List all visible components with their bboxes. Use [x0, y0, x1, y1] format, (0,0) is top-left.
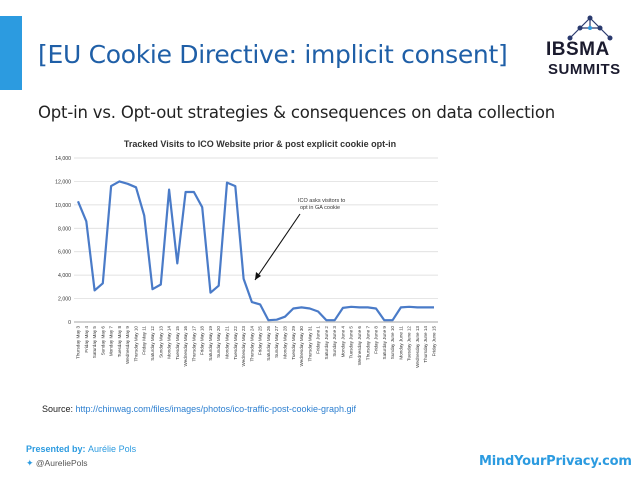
x-tick-label: Friday May 11 — [142, 326, 147, 355]
x-tick-label: Sunday May 6 — [100, 326, 105, 356]
presenter-name: Aurélie Pols — [88, 444, 137, 454]
x-tick-label: Thursday May 3 — [76, 326, 81, 359]
x-tick-label: Monday May 14 — [167, 326, 172, 359]
x-tick-label: Wednesday May 9 — [125, 326, 130, 364]
slide-title: [EU Cookie Directive: implicit consent] — [38, 40, 508, 69]
annotation-arrow — [254, 213, 301, 281]
x-tick-label: Saturday May 19 — [208, 326, 213, 361]
twitter-bird-icon: ✦ — [26, 458, 34, 468]
grid-lines — [74, 157, 438, 323]
x-tick-label: Monday May 28 — [282, 326, 287, 359]
x-tick-label: Friday June 1 — [316, 326, 321, 354]
x-tick-label: Monday June 4 — [340, 326, 345, 358]
x-tick-label: Saturday June 9 — [382, 326, 387, 360]
x-tick-label: Thursday May 24 — [249, 326, 254, 362]
x-tick-label: Wednesday May 16 — [183, 326, 188, 367]
chart-annotation: ICO asks visitors to opt in GA cookie — [254, 198, 345, 281]
annotation-text: ICO asks visitors to opt in GA cookie — [298, 198, 345, 211]
x-tick-label: Sunday May 20 — [216, 326, 221, 358]
x-tick-label: Tuesday May 15 — [175, 326, 180, 360]
x-tick-label: Saturday May 26 — [266, 326, 271, 361]
x-tick-label: Thursday May 31 — [307, 326, 312, 362]
x-tick-label: Tuesday May 22 — [233, 326, 238, 360]
x-tick-label: Tuesday May 29 — [291, 326, 296, 360]
molecule-logo-icon — [567, 15, 613, 41]
chart-title: Tracked Visits to ICO Website prior & po… — [124, 139, 396, 149]
presented-label: Presented by: — [26, 444, 86, 454]
logo-text-ibsma: IBSMA — [546, 39, 610, 60]
x-tick-label: Friday May 25 — [258, 326, 263, 356]
x-axis-ticks: Thursday May 3 Friday May 4 Saturday May 5… — [76, 326, 437, 368]
twitter-handle-row: ✦ @AureliePols — [26, 458, 88, 469]
y-tick-label: 12,000 — [55, 179, 71, 185]
logo-text-summits: SUMMITS — [548, 61, 621, 78]
y-tick-label: 6,000 — [58, 250, 71, 256]
x-tick-label: Wednesday June 13 — [415, 326, 420, 368]
x-tick-label: Wednesday May 30 — [299, 326, 304, 367]
site-name[interactable]: MindYourPrivacy.com — [479, 454, 632, 469]
accent-bar — [0, 16, 22, 90]
series-line-path — [76, 180, 434, 322]
x-tick-label: Tuesday May 8 — [117, 326, 122, 358]
x-tick-label: Friday May 18 — [200, 326, 205, 356]
x-tick-label: Sunday June 10 — [390, 326, 395, 360]
twitter-handle[interactable]: @AureliePols — [35, 458, 88, 468]
x-tick-label: Friday June 15 — [432, 326, 437, 357]
x-tick-label: Tuesday June 12 — [407, 326, 412, 362]
x-tick-label: Saturday June 2 — [324, 326, 329, 360]
y-tick-label: 8,000 — [58, 226, 71, 232]
line-chart: Tracked Visits to ICO Website prior & po… — [55, 139, 438, 368]
annotation-arrowhead — [255, 272, 261, 280]
x-tick-label: Wednesday May 23 — [241, 326, 246, 367]
x-tick-label: Sunday May 13 — [158, 326, 163, 358]
y-tick-label: 0 — [68, 320, 71, 326]
x-tick-label: Monday June 11 — [398, 326, 403, 360]
x-tick-label: Thursday May 17 — [191, 326, 196, 362]
x-tick-label: Tuesday June 5 — [349, 326, 354, 359]
x-tick-label: Wednesday June 6 — [357, 326, 362, 366]
x-tick-label: Thursday June 7 — [365, 326, 370, 361]
y-axis-ticks: 0 2,000 4,000 6,000 8,000 10,000 12,000 14,000 — [55, 156, 71, 326]
y-tick-label: 10,000 — [55, 203, 71, 209]
y-tick-label: 2,000 — [58, 297, 71, 303]
x-tick-label: Friday May 4 — [84, 326, 89, 353]
slide-subtitle: Opt-in vs. Opt-out strategies & conseque… — [38, 103, 555, 122]
x-tick-label: Saturday May 5 — [92, 326, 97, 359]
chart-image: Tracked Visits to ICO Website prior & po… — [38, 136, 450, 398]
source-citation: Source: http://chinwag.com/files/images/… — [42, 404, 356, 414]
x-tick-label: Thursday June 14 — [423, 326, 428, 363]
x-tick-label: Saturday May 12 — [150, 326, 155, 361]
y-tick-label: 4,000 — [58, 273, 71, 279]
x-tick-label: Thursday May 10 — [133, 326, 138, 362]
x-tick-label: Monday May 21 — [225, 326, 230, 359]
x-tick-label: Sunday June 3 — [332, 326, 337, 357]
source-link[interactable]: http://chinwag.com/files/images/photos/i… — [75, 404, 357, 414]
y-tick-label: 14,000 — [55, 156, 71, 162]
x-tick-label: Monday May 7 — [109, 326, 114, 357]
source-label: Source: — [42, 404, 74, 414]
series-line — [76, 180, 435, 322]
x-tick-label: Friday June 8 — [374, 326, 379, 354]
x-tick-label: Sunday May 27 — [274, 326, 279, 358]
presented-by: Presented by: Aurélie Pols — [26, 444, 136, 454]
